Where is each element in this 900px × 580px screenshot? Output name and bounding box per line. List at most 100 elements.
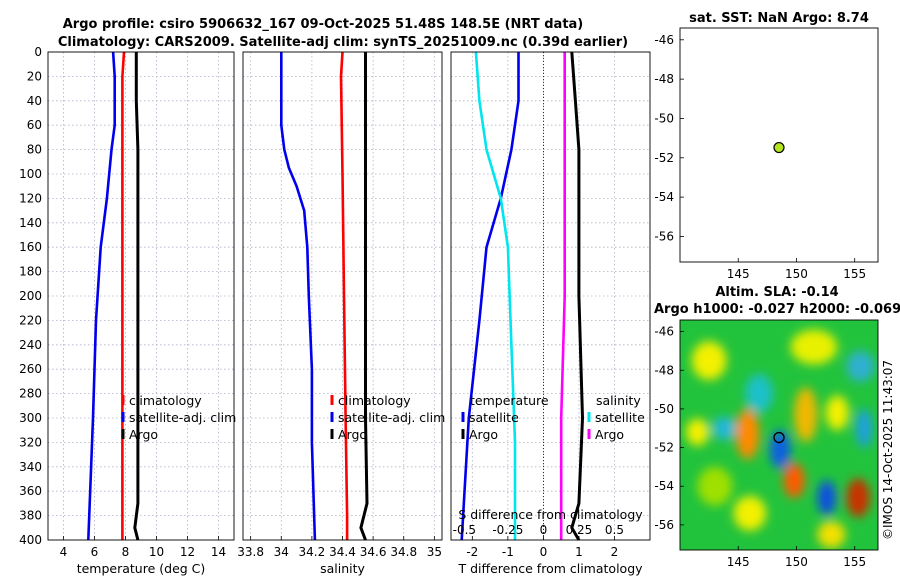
panel-difference: -2 -1 0 1 2 T difference from climatology temp… [450,51,651,576]
y-tick-label: 400 [19,533,42,547]
figure-title-line1: Argo profile: csiro 5906632_167 09-Oct-2… [63,17,584,32]
x-tick-label: 34 [274,545,289,559]
y-tick-label: 260 [19,362,42,376]
x-tick-label: 2 [611,545,619,559]
map-y-tick-label: -50 [654,402,674,416]
map-y-tick-label: -50 [654,111,674,125]
legend-entry: satellite [469,410,519,425]
series-line-salinity-2 [359,52,369,541]
legend-entry: climatology [129,393,202,408]
sla-anomaly-blob [769,430,791,469]
map-x-tick-label: 145 [727,267,750,281]
sla-anomaly-blob [783,463,805,498]
series-line-difference-3 [559,52,567,540]
x-tick-label: 34.6 [360,545,387,559]
map-y-tick-label: -56 [654,229,674,243]
panel-sla-map: Altim. SLA: -0.14 Argo h1000: -0.027 h200… [654,285,900,569]
axes-frame [47,51,235,541]
map-y-tick-label: -46 [654,325,674,339]
x-axis-label-secondary: S difference from climatology [458,507,643,522]
map-y-tick-label: -54 [654,479,674,493]
x-axis-label: T difference from climatology [457,561,643,576]
x-tick-label: -2 [466,545,478,559]
imos-credit: ©IMOS 14-Oct-2025 11:43:07 [881,360,895,540]
sla-field [680,320,878,550]
sla-anomaly-blob [691,341,727,380]
map-y-tick-label: -56 [654,518,674,532]
sla-anomaly-blob [712,416,736,440]
x-axis-label: temperature (deg C) [77,561,206,576]
y-tick-label: 320 [19,435,42,449]
legend-heading-temperature: temperature [470,393,549,408]
map-frame [679,319,879,551]
series-line-salinity-0 [339,51,349,540]
y-tick-label: 0 [34,45,42,59]
y-tick-label: 40 [27,94,42,108]
x-tick-label: -1 [502,545,514,559]
y-tick-label: 80 [27,143,42,157]
panel-temperature: 4 6 8 10 12 140204060801001201401601802002202… [19,45,236,576]
map-y-tick-label: -48 [654,363,674,377]
y-tick-label: 20 [27,69,42,83]
map-y-tick-label: -52 [654,441,674,455]
series-line-difference-0 [460,52,520,541]
legend-entry: Argo [338,427,367,442]
x-tick-label: 8 [122,545,130,559]
x-tick-label: 0 [540,545,548,559]
sst-map-title: sat. SST: NaN Argo: 8.74 [689,11,869,26]
y-tick-label: 380 [19,509,42,523]
series-line-difference-1 [570,51,584,541]
x2-tick-label: -0.5 [453,523,476,537]
legend-entry: Argo [469,427,498,442]
x2-tick-label: 0.25 [566,523,593,537]
sla-anomaly-blob [855,408,873,448]
legend-entry: satellite-adj. clim [338,410,445,425]
legend-entry: satellite-adj. clim [129,410,236,425]
x-tick-label: 10 [149,545,164,559]
y-tick-label: 280 [19,387,42,401]
x-tick-label: 34.8 [390,545,417,559]
map-y-tick-label: -52 [654,151,674,165]
y-tick-label: 360 [19,484,42,498]
x-tick-label: 12 [180,545,195,559]
map-x-tick-label: 155 [843,267,866,281]
map-frame [679,27,879,263]
legend-entry: satellite [595,410,645,425]
y-tick-label: 180 [19,265,42,279]
sla-anomaly-blob [817,521,846,549]
sla-anomaly-blob [697,466,733,506]
x-tick-label: 6 [91,545,99,559]
axes-frame [450,51,651,541]
sla-anomaly-blob [790,329,838,365]
y-tick-label: 60 [27,118,42,132]
sla-map-title-line2: Argo h1000: -0.027 h2000: -0.069 [654,302,900,317]
y-tick-label: 220 [19,313,42,327]
map-y-tick-label: -54 [654,190,674,204]
x-tick-label: 35 [427,545,442,559]
series-line-salinity-1 [279,52,317,541]
x-tick-label: 14 [211,545,226,559]
legend-entry: climatology [338,393,411,408]
sla-anomaly-blob [685,418,710,446]
series-line-difference-2 [474,51,517,540]
y-tick-label: 340 [19,460,42,474]
panel-sst-map: sat. SST: NaN Argo: 8.74 145 150 155 -46 -48 -… [654,11,879,281]
figure-title-line2: Climatology: CARS2009. Satellite-adj cli… [58,35,628,50]
sla-anomaly-blob [794,387,818,442]
map-y-tick-label: -48 [654,72,674,86]
y-tick-label: 120 [19,191,42,205]
x-tick-label: 1 [575,545,583,559]
legend-heading-salinity: salinity [596,393,641,408]
x2-tick-label: 0 [540,523,548,537]
legend-entry: Argo [595,427,624,442]
y-tick-label: 240 [19,338,42,352]
map-y-tick-label: -46 [654,33,674,47]
sla-anomaly-blob [745,374,774,413]
sla-anomaly-blob [846,350,875,382]
sla-anomaly-blob [825,395,849,431]
map-x-tick-label: 155 [843,555,866,569]
panel-salinity: 33.8 34 34.2 34.4 34.6 34.8 35 salinity climatol… [237,51,445,576]
x-tick-label: 34.2 [299,545,326,559]
x-tick-label: 34.4 [329,545,356,559]
